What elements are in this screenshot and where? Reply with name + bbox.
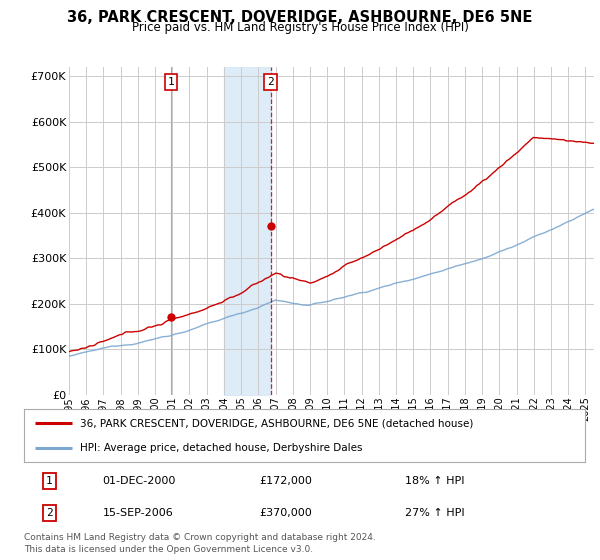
Text: 18% ↑ HPI: 18% ↑ HPI [406, 476, 465, 486]
Text: 36, PARK CRESCENT, DOVERIDGE, ASHBOURNE, DE6 5NE (detached house): 36, PARK CRESCENT, DOVERIDGE, ASHBOURNE,… [80, 418, 473, 428]
Text: 1: 1 [167, 77, 174, 87]
Text: Contains HM Land Registry data © Crown copyright and database right 2024.
This d: Contains HM Land Registry data © Crown c… [24, 533, 376, 554]
Text: 2: 2 [46, 508, 53, 518]
Text: 27% ↑ HPI: 27% ↑ HPI [406, 508, 465, 518]
Text: Price paid vs. HM Land Registry's House Price Index (HPI): Price paid vs. HM Land Registry's House … [131, 21, 469, 34]
Text: 15-SEP-2006: 15-SEP-2006 [103, 508, 173, 518]
Text: 36, PARK CRESCENT, DOVERIDGE, ASHBOURNE, DE6 5NE: 36, PARK CRESCENT, DOVERIDGE, ASHBOURNE,… [67, 10, 533, 25]
Text: 2: 2 [267, 77, 274, 87]
Text: HPI: Average price, detached house, Derbyshire Dales: HPI: Average price, detached house, Derb… [80, 442, 362, 452]
Text: £370,000: £370,000 [260, 508, 313, 518]
Text: £172,000: £172,000 [260, 476, 313, 486]
Text: 01-DEC-2000: 01-DEC-2000 [103, 476, 176, 486]
Text: 1: 1 [46, 476, 53, 486]
